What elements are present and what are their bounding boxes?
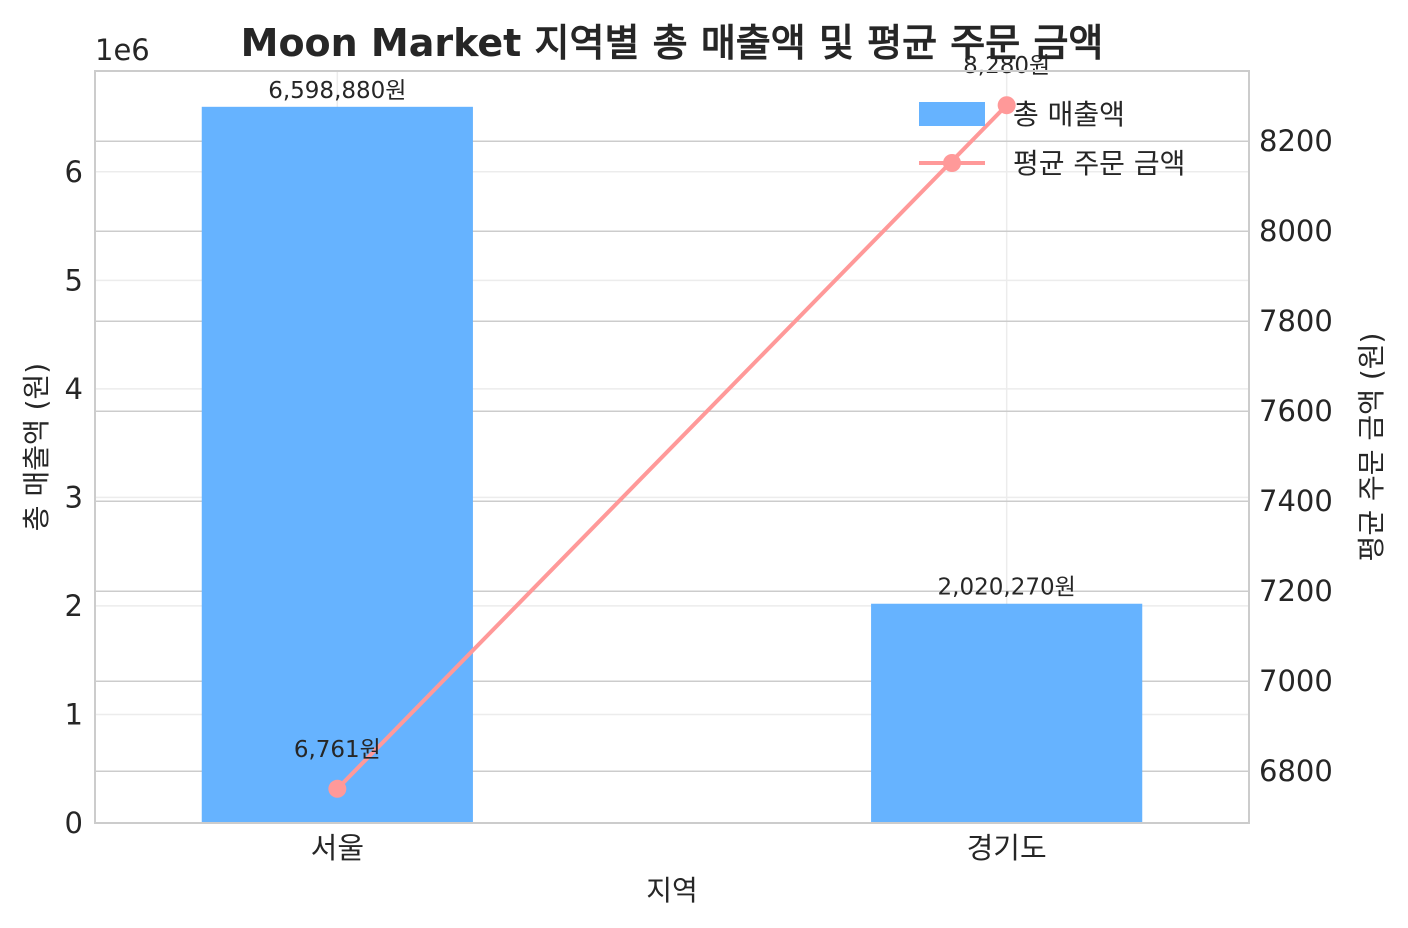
y-tick-label: 2: [65, 589, 83, 623]
y2-tick-label: 7800: [1259, 304, 1333, 338]
y2-tick-label: 7600: [1259, 394, 1333, 428]
legend-label-bar: 총 매출액: [1013, 98, 1125, 131]
y-tick-label: 0: [65, 806, 83, 840]
y2-tick-label: 6800: [1259, 754, 1333, 788]
line-value-label: 8,280원: [963, 53, 1050, 79]
y2-tick-label: 7200: [1259, 574, 1333, 608]
legend-label-line: 평균 주문 금액: [1013, 147, 1185, 180]
y-tick-label: 4: [65, 372, 83, 406]
x-axis-ticks: 서울 경기도: [311, 831, 1047, 865]
bar-value-label: 2,020,270원: [938, 575, 1076, 601]
y-tick-label: 3: [65, 480, 83, 514]
x-tick-label: 경기도: [967, 831, 1047, 865]
y-tick-label: 1: [65, 697, 83, 731]
y-axis-label: 총 매출액 (원): [20, 363, 53, 531]
legend-swatch-marker: [943, 154, 961, 172]
chart-title: Moon Market 지역별 총 매출액 및 평균 주문 금액: [241, 21, 1104, 65]
plot-frame: [94, 70, 1250, 824]
bar-series: [201, 106, 1143, 824]
x-tick-label: 서울: [311, 831, 364, 865]
y-axis-ticks: 0 1 2 3 4 5 6: [65, 155, 83, 840]
y-tick-label: 6: [65, 155, 83, 189]
line-point: [328, 779, 347, 798]
data-labels: 6,598,880원 2,020,270원 6,761원 8,280원: [268, 53, 1076, 763]
legend-swatch-bar: [919, 102, 985, 126]
line-value-label: 6,761원: [294, 737, 381, 763]
bar: [871, 603, 1143, 823]
y2-axis-ticks: 6800 7000 7200 7400 7600 7800 8000 8200: [1259, 124, 1333, 788]
y2-tick-label: 8200: [1259, 124, 1333, 158]
line-point: [997, 96, 1016, 115]
line-series: [328, 96, 1016, 798]
line-path: [335, 103, 1009, 791]
y2-tick-label: 7400: [1259, 484, 1333, 518]
x-axis-label: 지역: [646, 874, 698, 907]
y2-tick-label: 7000: [1259, 664, 1333, 698]
y-axis-offset-text: 1e6: [95, 33, 150, 67]
bar-value-label: 6,598,880원: [268, 78, 406, 104]
y-tick-label: 5: [65, 263, 83, 297]
y2-axis-label: 평균 주문 금액 (원): [1355, 333, 1388, 562]
y2-tick-label: 8000: [1259, 214, 1333, 248]
bar: [201, 106, 473, 824]
